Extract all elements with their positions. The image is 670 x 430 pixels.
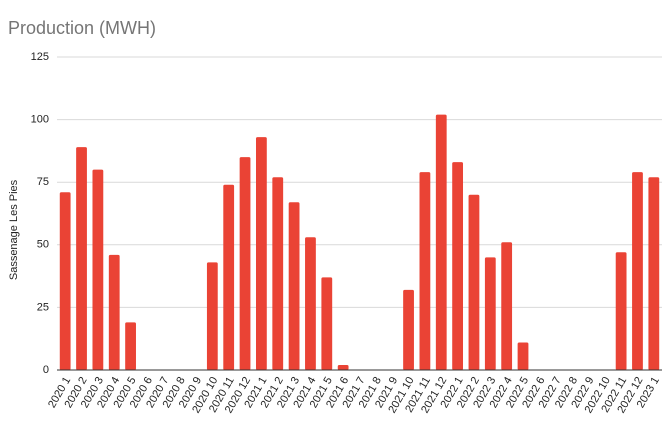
bar <box>468 194 480 370</box>
bar <box>484 257 496 370</box>
bar <box>305 237 316 370</box>
bar <box>272 177 284 370</box>
y-tick-label: 100 <box>31 114 49 126</box>
bar <box>632 172 643 370</box>
bar <box>108 254 120 370</box>
y-tick-label: 0 <box>43 364 49 376</box>
bar <box>517 342 529 370</box>
bar <box>255 137 267 370</box>
bar <box>92 169 104 370</box>
bar <box>206 262 218 370</box>
chart-title: Production (MWH) <box>8 18 156 38</box>
bar <box>321 277 333 370</box>
bar <box>288 202 300 370</box>
y-axis-label: Sassenage Les Pies <box>8 179 20 280</box>
y-tick-label: 125 <box>31 51 49 63</box>
bar <box>337 364 349 370</box>
y-tick-label: 75 <box>37 176 49 188</box>
bar <box>452 162 464 370</box>
bar <box>501 242 513 370</box>
bar <box>648 177 660 370</box>
bar <box>239 157 251 370</box>
bar <box>125 322 136 370</box>
bar <box>223 184 235 370</box>
y-tick-label: 25 <box>37 301 49 313</box>
bar <box>403 289 414 370</box>
bar <box>419 172 431 370</box>
bar <box>76 147 87 370</box>
bar <box>615 252 627 370</box>
y-tick-label: 50 <box>37 239 49 251</box>
bar <box>435 114 447 370</box>
bar <box>59 192 71 370</box>
